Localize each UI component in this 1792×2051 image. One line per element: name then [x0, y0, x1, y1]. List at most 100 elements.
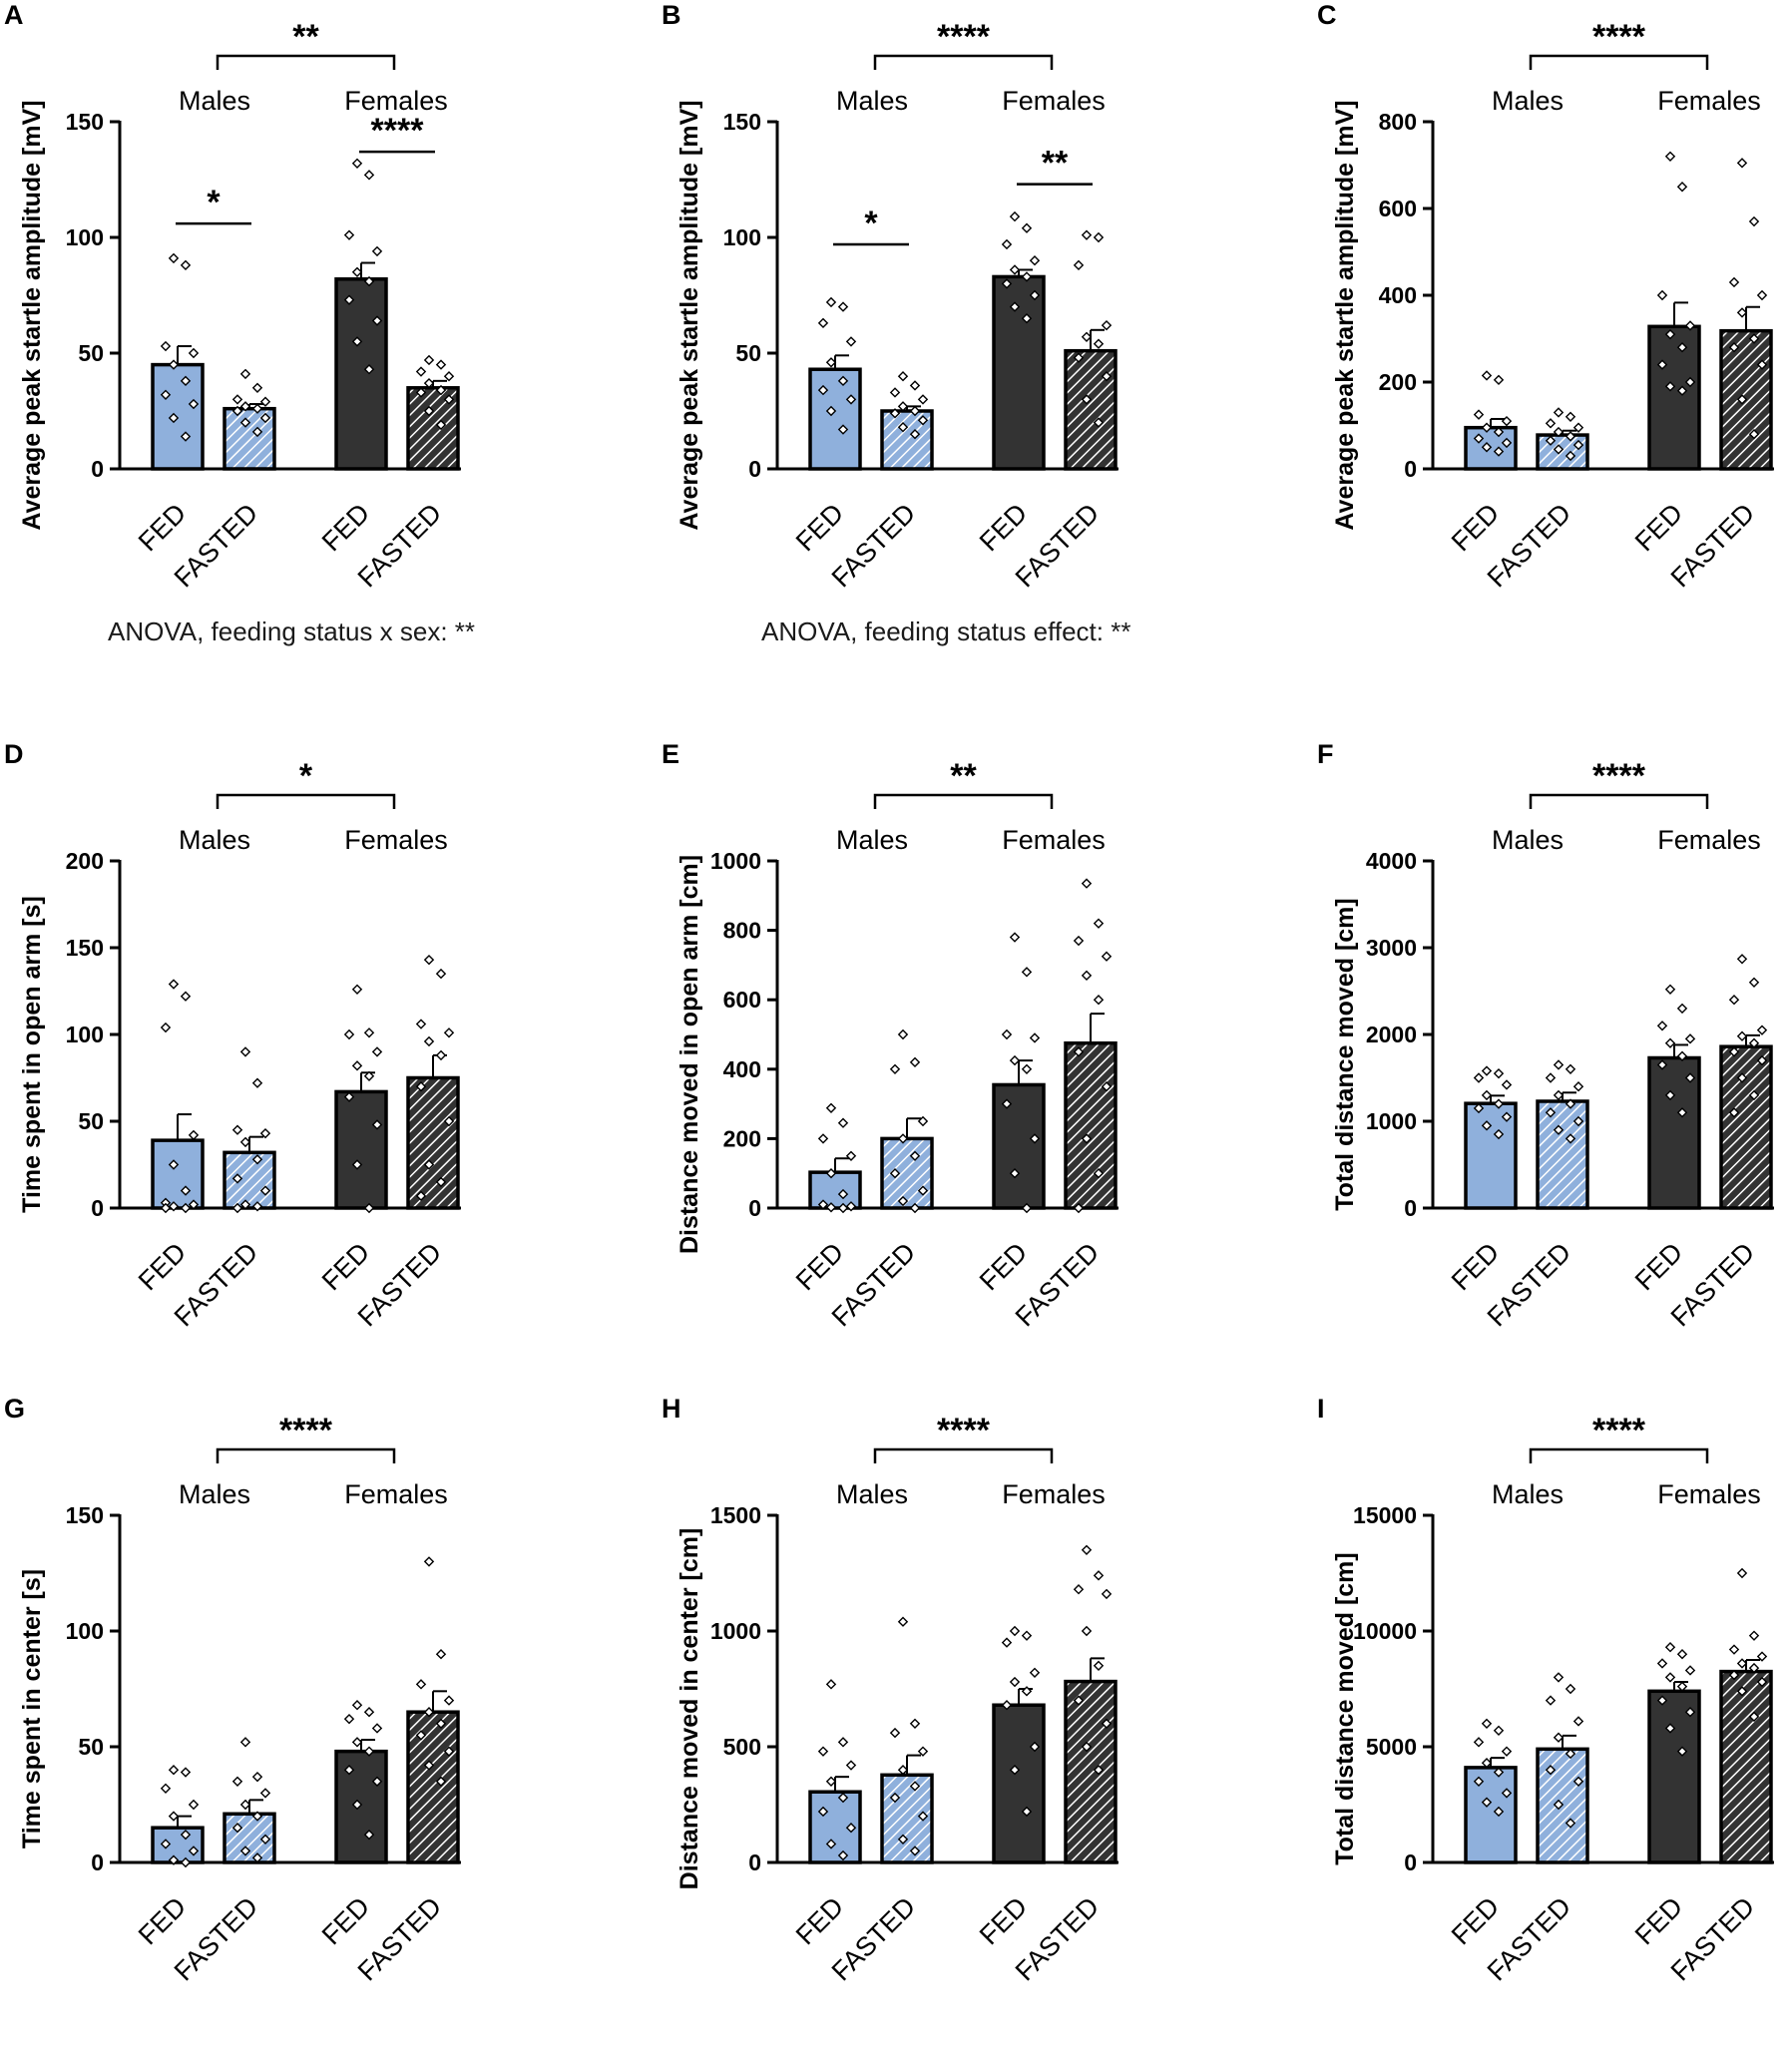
- data-point-females-fasted: [415, 1019, 427, 1029]
- y-tick-label: 0: [1404, 1849, 1417, 1875]
- bar-females-fasted: [406, 1710, 460, 1864]
- data-point-females-fasted: [1101, 371, 1113, 382]
- data-point-females-fasted: [1736, 158, 1748, 169]
- x-category-label: FED: [316, 1237, 375, 1296]
- data-point-females-fasted: [1736, 1686, 1748, 1697]
- data-point-females-fed: [343, 229, 355, 240]
- panel-letter: H: [662, 1394, 681, 1424]
- data-point-males-fed: [180, 1202, 192, 1214]
- bar-females-fasted: [406, 1075, 460, 1210]
- data-point-females-fasted: [435, 359, 447, 370]
- data-point-females-fasted: [1728, 1669, 1740, 1681]
- data-point-females-fasted: [435, 1718, 447, 1729]
- data-point-males-fasted: [1553, 426, 1565, 438]
- chart-G-svg: G **** Males Females 0 50 100 150 Time spent in …: [4, 1394, 461, 1987]
- data-point-females-fed: [1021, 1806, 1033, 1818]
- data-point-males-fed: [1473, 409, 1485, 420]
- data-point-females-fasted: [1093, 338, 1105, 349]
- data-point-females-fed: [1664, 1037, 1676, 1048]
- data-point-females-fed: [371, 245, 383, 257]
- x-category-label: FED: [1629, 498, 1688, 557]
- data-point-females-fed: [371, 315, 383, 326]
- panel-I: I **** Males Females 0 5000 10000 15000 Total di…: [1313, 1394, 1792, 2051]
- data-point-males-fasted: [909, 1202, 921, 1214]
- data-point-females-fed: [1021, 1686, 1033, 1697]
- data-point-males-fasted: [251, 1771, 263, 1783]
- y-tick-label: 0: [748, 456, 761, 482]
- data-point-females-fasted: [443, 394, 455, 405]
- data-point-females-fed: [1656, 1059, 1668, 1070]
- data-point-females-fasted: [443, 1027, 455, 1038]
- data-point-females-fasted: [423, 1707, 435, 1718]
- data-point-males-fed: [160, 389, 172, 400]
- data-point-females-fasted: [1756, 289, 1768, 301]
- data-point-males-fasted: [897, 1616, 909, 1627]
- sig-label-males: *: [864, 205, 878, 242]
- data-point-males-fasted: [259, 1127, 271, 1139]
- data-point-males-fasted: [897, 1133, 909, 1144]
- data-point-males-fasted: [1565, 1133, 1576, 1144]
- data-point-males-fed: [825, 1776, 837, 1787]
- data-point-males-fed: [1501, 1746, 1513, 1757]
- data-point-females-fasted: [443, 371, 455, 382]
- bar-females-fasted: [1064, 1679, 1118, 1864]
- data-point-males-fed: [837, 1792, 849, 1804]
- data-point-males-fed: [180, 1829, 192, 1841]
- data-point-females-fasted: [1728, 1644, 1740, 1655]
- data-point-males-fed: [1481, 1120, 1493, 1131]
- data-point-females-fasted: [1081, 229, 1093, 240]
- data-point-males-fed: [845, 1150, 857, 1161]
- data-point-males-fed: [168, 412, 180, 424]
- y-tick-label: 800: [1379, 109, 1417, 135]
- data-point-males-fasted: [1553, 1732, 1565, 1743]
- sig-label-sex: *: [299, 757, 313, 795]
- data-point-males-fed: [837, 1117, 849, 1128]
- y-tick-label: 2000: [1366, 1022, 1417, 1047]
- data-point-males-fed: [837, 1202, 849, 1214]
- data-point-females-fed: [1684, 320, 1696, 331]
- data-point-males-fasted: [239, 1737, 251, 1748]
- data-point-males-fasted: [917, 415, 929, 426]
- data-point-males-fasted: [259, 1834, 271, 1845]
- data-point-females-fed: [1021, 1063, 1033, 1074]
- data-point-males-fed: [1501, 1111, 1513, 1122]
- panel-D: D * Males Females 0 50 100 150 200 Time spent in …: [0, 739, 597, 1397]
- sig-bracket-sex: [216, 54, 396, 70]
- data-point-males-fasted: [1545, 1107, 1557, 1118]
- data-point-females-fasted: [1748, 1037, 1760, 1048]
- data-point-males-fed: [817, 1806, 829, 1818]
- data-point-males-fasted: [1553, 1799, 1565, 1811]
- panel-letter: F: [1317, 739, 1334, 769]
- data-point-females-fasted: [1748, 1089, 1760, 1101]
- data-point-males-fasted: [917, 1746, 929, 1757]
- data-point-females-fed: [1664, 328, 1676, 340]
- data-point-females-fed: [351, 158, 363, 169]
- y-tick-label: 15000: [1353, 1502, 1417, 1528]
- group-label-males: Males: [1492, 1479, 1564, 1509]
- data-point-females-fasted: [1081, 1544, 1093, 1555]
- data-point-females-fed: [1656, 289, 1668, 301]
- data-point-females-fed: [1664, 1089, 1676, 1101]
- data-point-females-fasted: [423, 954, 435, 966]
- group-label-females: Females: [1002, 86, 1106, 116]
- data-point-females-fed: [1664, 381, 1676, 392]
- data-point-males-fed: [817, 1746, 829, 1757]
- panel-letter: D: [4, 739, 24, 769]
- data-point-males-fed: [180, 259, 192, 271]
- data-point-females-fed: [1664, 151, 1676, 162]
- data-point-females-fed: [1656, 359, 1668, 370]
- data-point-males-fed: [160, 1839, 172, 1849]
- data-point-females-fed: [1676, 1746, 1688, 1757]
- data-point-males-fed: [1493, 446, 1505, 457]
- data-point-females-fed: [1656, 1658, 1668, 1669]
- chart-I-svg: I **** Males Females 0 5000 10000 15000 Total di…: [1317, 1394, 1774, 1987]
- y-tick-label: 150: [66, 1502, 104, 1528]
- data-point-females-fed: [1009, 1168, 1021, 1179]
- data-point-females-fasted: [1736, 1658, 1748, 1669]
- data-point-females-fed: [1656, 1021, 1668, 1031]
- data-point-males-fed: [845, 1760, 857, 1771]
- data-point-females-fasted: [423, 354, 435, 366]
- data-point-females-fasted: [1728, 276, 1740, 288]
- data-point-males-fasted: [1545, 418, 1557, 429]
- y-tick-label: 100: [66, 1618, 104, 1644]
